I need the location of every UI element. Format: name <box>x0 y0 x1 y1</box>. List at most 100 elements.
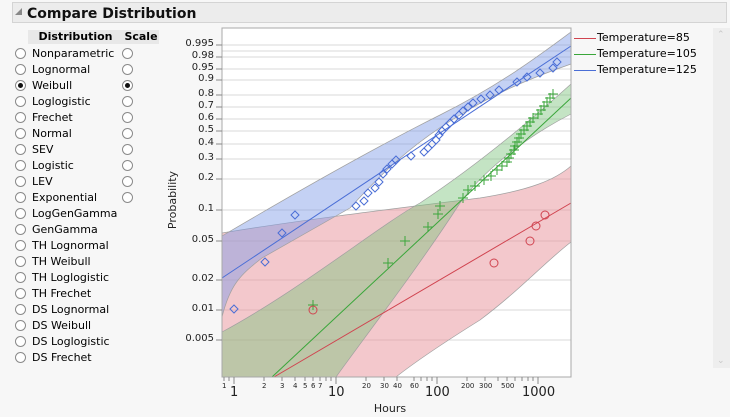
scale-radio[interactable] <box>122 112 133 123</box>
distribution-label: Exponential <box>32 191 98 204</box>
data-points-105 <box>308 89 558 310</box>
outline-header: Compare Distribution <box>12 2 727 23</box>
distribution-label: TH Frechet <box>32 287 92 300</box>
distribution-radio[interactable] <box>15 112 26 123</box>
y-tick-label: 0.95 <box>191 62 214 73</box>
y-axis-ticks <box>216 44 222 341</box>
y-tick-label: 0.5 <box>198 124 214 135</box>
distribution-label: Nonparametric <box>32 47 115 60</box>
x-minor-tick-label: 500 <box>501 382 515 390</box>
distribution-label: TH Lognormal <box>32 239 109 252</box>
x-major-tick-label: 100 <box>425 385 450 400</box>
fit-line-125 <box>221 45 572 279</box>
distribution-radio[interactable] <box>15 256 26 267</box>
x-major-tick-label: 10 <box>328 385 345 400</box>
distribution-label: Logistic <box>32 159 74 172</box>
scale-radio[interactable] <box>122 64 133 75</box>
legend-label: Temperature=105 <box>597 47 697 60</box>
x-minor-tick-label: 3 <box>280 382 285 390</box>
y-tick-label: 0.9 <box>198 73 214 84</box>
distribution-radio[interactable] <box>15 144 26 155</box>
x-major-tick-label: 1000 <box>522 385 556 400</box>
y-tick-label: 0.3 <box>198 152 214 163</box>
legend-line-icon <box>574 54 596 55</box>
x-minor-tick-label: 300 <box>479 382 493 390</box>
column-header-scale: Scale <box>123 30 159 44</box>
x-minor-tick-label: 2 <box>262 382 267 390</box>
disclosure-triangle-icon[interactable] <box>15 8 22 15</box>
y-tick-label: 0.7 <box>198 100 214 111</box>
distribution-radio[interactable] <box>15 128 26 139</box>
distribution-label: TH Loglogistic <box>32 271 110 284</box>
distribution-radio[interactable] <box>15 64 26 75</box>
x-minor-tick-label: 1 <box>222 382 227 390</box>
distribution-radio[interactable] <box>15 160 26 171</box>
x-axis-ticks <box>223 377 539 384</box>
distribution-label: GenGamma <box>32 223 98 236</box>
distribution-label: Frechet <box>32 111 73 124</box>
scroll-down-arrow-icon[interactable]: ⌄ <box>717 356 725 366</box>
distribution-radio[interactable] <box>15 240 26 251</box>
legend-line-icon <box>574 38 596 39</box>
fit-line-85 <box>273 202 572 378</box>
x-minor-tick-label: 20 <box>362 382 371 390</box>
column-header-distribution: Distribution <box>28 30 123 44</box>
scale-radio[interactable] <box>122 144 133 155</box>
x-minor-tick-label: 60 <box>410 382 419 390</box>
distribution-radio[interactable] <box>15 192 26 203</box>
vertical-scrollbar[interactable]: ⌃ ⌄ <box>713 28 730 368</box>
distribution-label: DS Loglogistic <box>32 335 110 348</box>
data-points-125 <box>229 57 562 314</box>
distribution-radio[interactable] <box>15 336 26 347</box>
x-minor-tick-label: 200 <box>461 382 475 390</box>
scale-radio[interactable] <box>122 192 133 203</box>
distribution-radio[interactable] <box>15 48 26 59</box>
fit-line-105 <box>271 97 572 378</box>
distribution-radio[interactable] <box>15 176 26 187</box>
distribution-label: DS Frechet <box>32 351 92 364</box>
scale-radio[interactable] <box>122 160 133 171</box>
y-tick-label: 0.01 <box>191 303 214 314</box>
distribution-label: DS Weibull <box>32 319 92 332</box>
distribution-label: LEV <box>32 175 53 188</box>
y-axis-label: Probability <box>166 170 179 229</box>
legend-line-icon <box>574 70 596 71</box>
distribution-radio[interactable] <box>15 224 26 235</box>
x-minor-tick-label: 5 <box>303 382 308 390</box>
y-tick-label: 0.98 <box>191 50 214 61</box>
scale-radio[interactable] <box>122 48 133 59</box>
x-minor-tick-label: 30 <box>380 382 389 390</box>
confidence-band-125 <box>221 31 572 318</box>
x-axis-label: Hours <box>374 402 406 415</box>
x-major-tick-label: 1 <box>230 385 239 400</box>
y-tick-label: 0.6 <box>198 112 214 123</box>
scale-radio[interactable] <box>122 96 133 107</box>
distribution-radio[interactable] <box>15 304 26 315</box>
legend-label: Temperature=125 <box>597 63 697 76</box>
legend-label: Temperature=85 <box>597 31 690 44</box>
y-tick-label: 0.2 <box>198 172 214 183</box>
distribution-radio[interactable] <box>15 208 26 219</box>
y-tick-label: 0.8 <box>198 88 214 99</box>
y-tick-label: 0.02 <box>191 273 214 284</box>
scroll-up-arrow-icon[interactable]: ⌃ <box>717 30 725 40</box>
distribution-radio[interactable] <box>15 352 26 363</box>
distribution-label: TH Weibull <box>32 255 91 268</box>
y-tick-label: 0.1 <box>198 203 214 214</box>
y-tick-label: 0.995 <box>185 38 214 49</box>
distribution-radio[interactable] <box>15 96 26 107</box>
distribution-radio[interactable] <box>15 272 26 283</box>
distribution-label: SEV <box>32 143 54 156</box>
distribution-radio[interactable] <box>15 320 26 331</box>
distribution-label: LogGenGamma <box>32 207 118 220</box>
distribution-label: Lognormal <box>32 63 91 76</box>
scale-radio[interactable] <box>122 128 133 139</box>
scale-radio[interactable] <box>122 176 133 187</box>
distribution-radio[interactable] <box>15 80 26 91</box>
x-minor-tick-label: 7 <box>318 382 323 390</box>
y-tick-label: 0.4 <box>198 137 214 148</box>
distribution-radio[interactable] <box>15 288 26 299</box>
scale-radio[interactable] <box>122 80 133 91</box>
distribution-label: DS Lognormal <box>32 303 110 316</box>
